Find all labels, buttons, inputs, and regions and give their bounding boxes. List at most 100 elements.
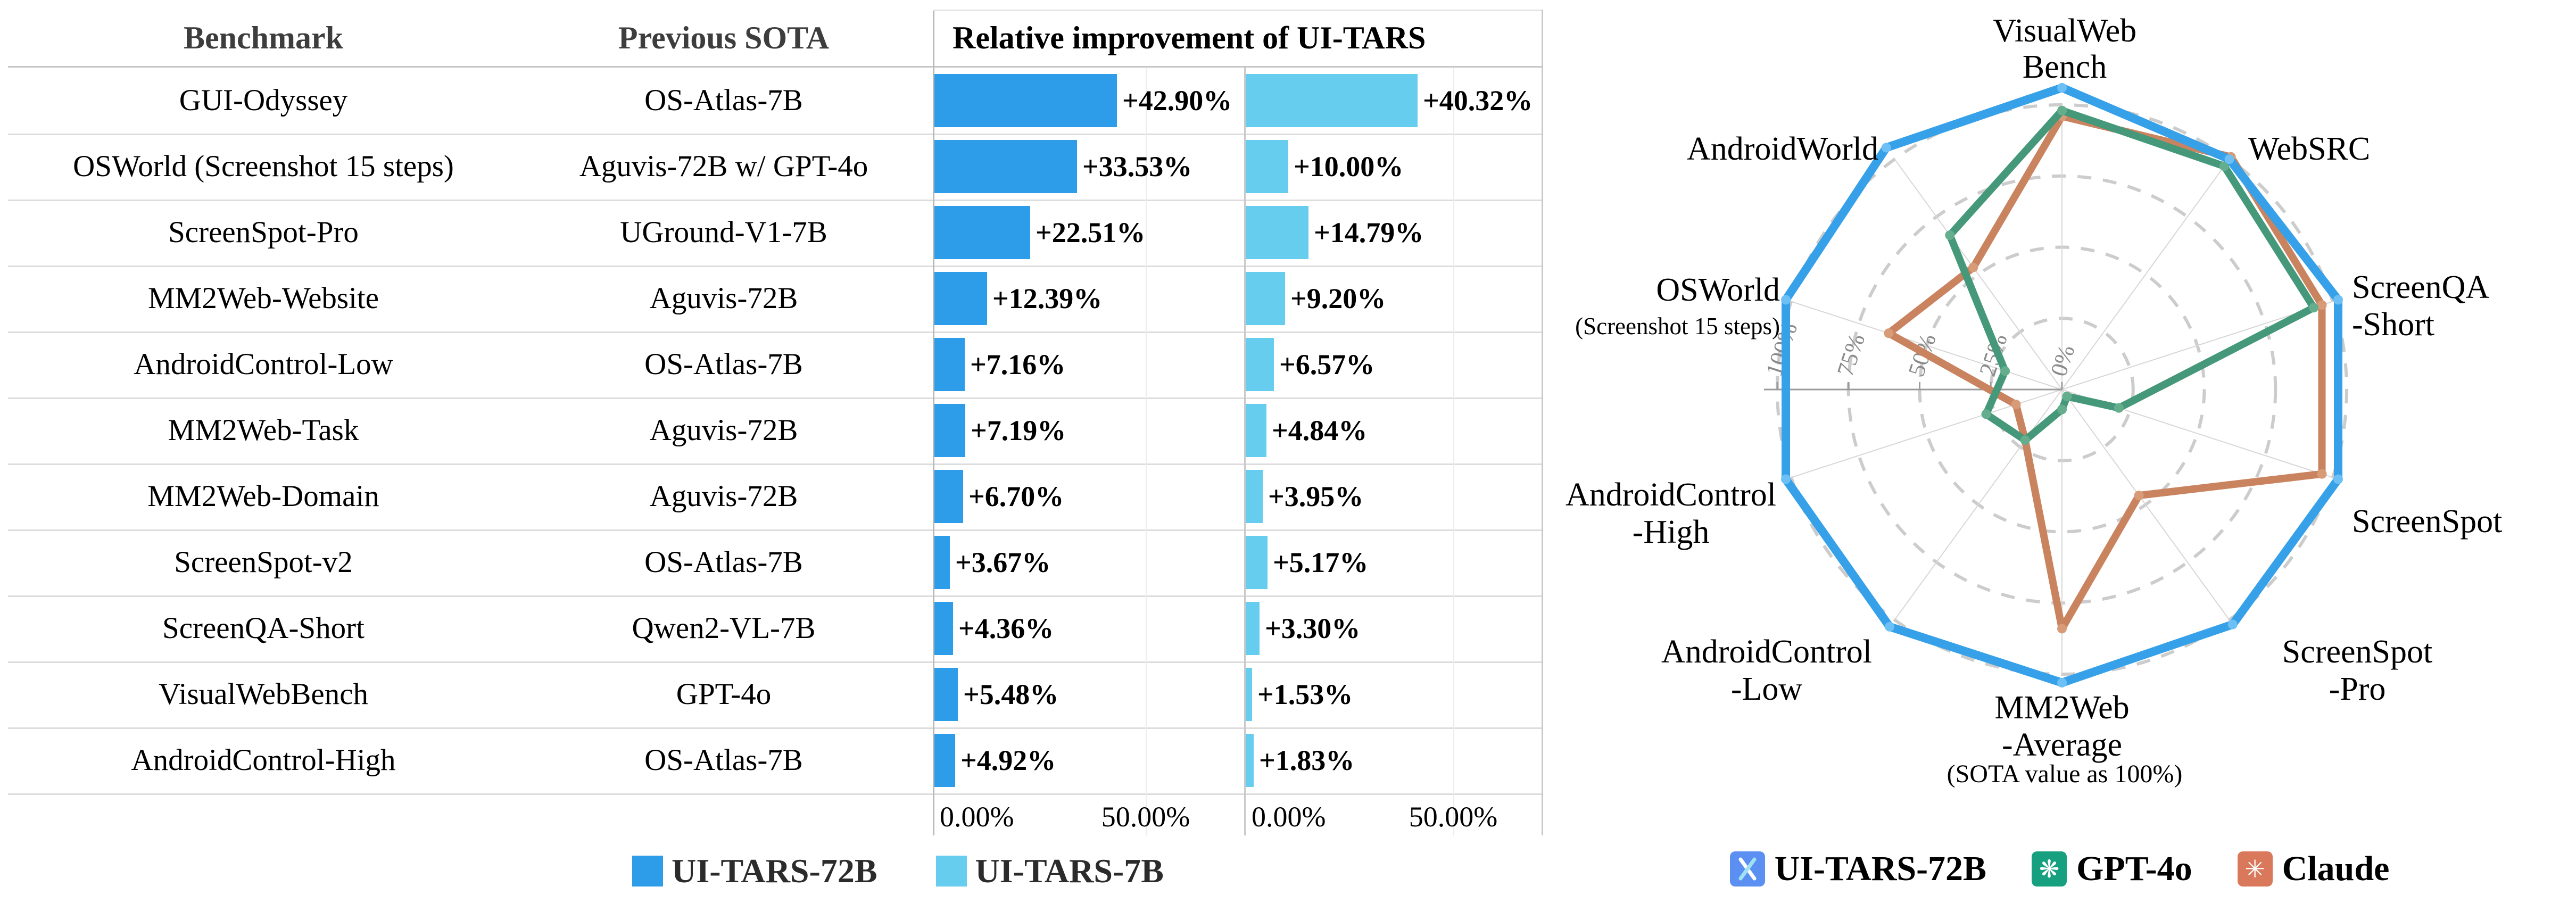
row-divider (8, 266, 1543, 267)
radar-vertex-dot (1881, 143, 1891, 153)
radar-chart: 0%25%50%75%100%VisualWebBenchWebSRCScree… (1566, 13, 2502, 788)
benchmark-cell: MM2Web-Website (147, 281, 379, 315)
axis-tick-0-col1: 0.00% (940, 801, 1014, 833)
bar-value-label: +33.53% (1082, 151, 1192, 183)
ui-tars-72b-bar (934, 668, 958, 721)
bar-cell-ui-tars-72b: +22.51% (934, 200, 1232, 266)
ui-tars-7b-bar (1246, 338, 1274, 391)
previous-sota-cell: OS-Atlas-7B (644, 347, 803, 381)
claude-logo-icon: ✳ (2237, 851, 2273, 887)
bar-value-label: +3.30% (1265, 612, 1361, 644)
previous-sota-cell: OS-Atlas-7B (644, 743, 803, 777)
radar-vertex-dot (1885, 622, 1895, 632)
legend-item-claude: ✳ Claude (2237, 849, 2389, 889)
radar-legend: UI-TARS-72B ❋ GPT-4o ✳ Claude (1543, 849, 2576, 889)
radial-tick-label: 75% (1832, 330, 1870, 379)
axis-tick-50-col2: 50.00% (1409, 801, 1498, 833)
bar-value-label: +12.39% (992, 283, 1103, 314)
radar-axis-label: AndroidWorld (1687, 131, 1878, 167)
table-row: VisualWebBench GPT-4o +5.48% +1.53% (0, 661, 1548, 727)
improvement-table-panel: Benchmark Previous SOTA Relative improve… (0, 10, 1548, 891)
radar-vertex-dot (1968, 262, 1978, 272)
table-row: OSWorld (Screenshot 15 steps) Aguvis-72B … (0, 134, 1548, 200)
bar-value-label: +4.84% (1272, 415, 1368, 446)
radar-caption: (SOTA value as 100%) (1947, 760, 2183, 788)
ui-tars-7b-bar (1246, 536, 1268, 589)
bar-cell-ui-tars-72b: +33.53% (934, 134, 1232, 200)
bar-value-label: +40.32% (1423, 85, 1533, 117)
bar-cell-ui-tars-72b: +42.90% (934, 68, 1232, 134)
ui-tars-7b-bar (1246, 470, 1263, 523)
ui-tars-72b-bar (934, 602, 953, 655)
previous-sota-cell: Aguvis-72B (649, 281, 798, 315)
radar-vertex-dot (2020, 435, 2030, 445)
legend-item-ui-tars-72b: UI-TARS-72B (1729, 849, 1986, 889)
radar-vertex-dot (1781, 474, 1791, 484)
radar-axis-label: -Pro (2329, 671, 2386, 707)
legend-label: UI-TARS-7B (975, 852, 1164, 890)
bar-value-label: +4.36% (958, 612, 1054, 644)
bar-value-label: +6.70% (968, 481, 1064, 512)
radar-vertex-dot (1981, 409, 1991, 419)
radar-vertex-dot (1884, 328, 1894, 338)
bar-cell-ui-tars-7b: +40.32% (1246, 68, 1544, 134)
radar-axis-label: AndroidControl (1566, 477, 1776, 513)
benchmark-cell: GUI-Odyssey (179, 84, 348, 117)
radar-axis-label: VisualWeb (1993, 13, 2136, 49)
radar-vertex-dot (2317, 469, 2327, 479)
row-divider (8, 595, 1543, 597)
legend-item-ui-tars-72b: UI-TARS-72B (632, 851, 877, 891)
ui-tars-72b-bar (934, 272, 987, 325)
table-row: ScreenSpot-v2 OS-Atlas-7B +3.67% +5.17% (0, 529, 1548, 595)
bar-cell-ui-tars-7b: +10.00% (1246, 134, 1544, 200)
ui-tars-7b-bar (1246, 206, 1308, 259)
bar-cell-ui-tars-7b: +3.30% (1246, 595, 1544, 661)
bar-area-left-border (933, 10, 934, 835)
ui-tars-7b-swatch-icon (935, 856, 967, 887)
radar-axis-label: AndroidControl (1661, 634, 1872, 670)
bar-cell-ui-tars-72b: +3.67% (934, 529, 1232, 595)
bar-value-label: +22.51% (1036, 217, 1146, 248)
bar-area-top-border (933, 10, 1542, 11)
bar-cell-ui-tars-7b: +14.79% (1246, 200, 1544, 266)
previous-sota-cell: UGround-V1-7B (620, 216, 827, 249)
bar-cell-ui-tars-7b: +4.84% (1246, 397, 1544, 463)
table-row: MM2Web-Domain Aguvis-72B +6.70% +3.95% (0, 463, 1548, 529)
radar-vertex-dot (2114, 403, 2124, 413)
row-divider (8, 661, 1543, 663)
ui-tars-72b-swatch-icon (632, 856, 664, 887)
bar-cell-ui-tars-72b: +4.36% (934, 595, 1232, 661)
radar-vertex-dot (2000, 366, 2010, 376)
ui-tars-72b-bar (934, 536, 950, 589)
row-divider (8, 463, 1543, 465)
radar-vertex-dot (2057, 82, 2067, 93)
ui-tars-72b-bar (934, 140, 1077, 193)
ui-tars-logo-icon (1729, 851, 1765, 887)
bar-column-divider (1244, 68, 1246, 835)
previous-sota-cell: Qwen2-VL-7B (632, 611, 816, 645)
radar-axis-label: -Low (1731, 671, 1803, 707)
bar-cell-ui-tars-72b: +4.92% (934, 727, 1232, 793)
column-header-previous-sota: Previous SOTA (618, 20, 830, 55)
axis-tick-50-col1: 50.00% (1101, 801, 1190, 833)
row-divider (8, 332, 1543, 333)
column-header-improvement: Relative improvement of UI-TARS (952, 20, 1426, 55)
radar-axis-label: Bench (2023, 49, 2107, 85)
radar-vertex-dot (2333, 295, 2343, 305)
legend-item-gpt-4o: ❋ GPT-4o (2032, 849, 2192, 889)
bar-cell-ui-tars-7b: +5.17% (1246, 529, 1544, 595)
benchmark-cell: MM2Web-Task (168, 413, 359, 447)
gridline-50pct-col1 (1146, 68, 1147, 835)
benchmark-cell: AndroidControl-High (131, 743, 396, 777)
ui-tars-72b-bar (934, 734, 955, 787)
table-row: ScreenQA-Short Qwen2-VL-7B +4.36% +3.30% (0, 595, 1548, 661)
radar-vertex-dot (2057, 624, 2067, 634)
row-divider (8, 727, 1543, 729)
bar-value-label: +9.20% (1290, 283, 1386, 314)
bar-cell-ui-tars-72b: +7.16% (934, 332, 1232, 397)
radar-vertex-dot (2227, 619, 2238, 629)
bar-cell-ui-tars-7b: +6.57% (1246, 332, 1544, 397)
radar-axis-label: ScreenQA (2352, 269, 2489, 305)
ui-tars-72b-bar (934, 338, 965, 391)
